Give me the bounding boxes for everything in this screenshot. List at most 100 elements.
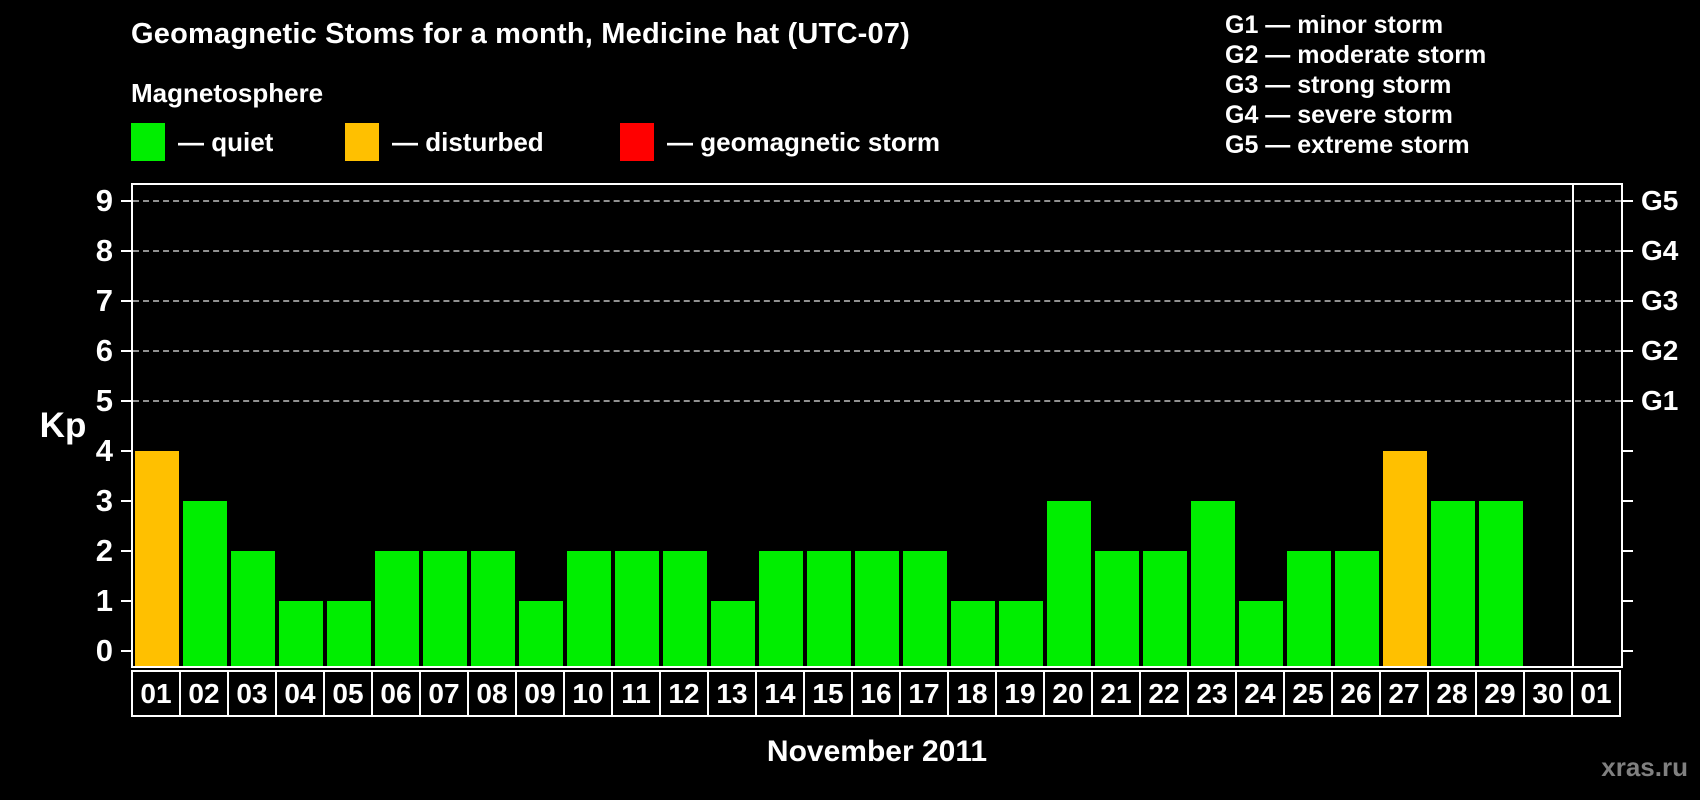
bar-day-11 xyxy=(615,551,659,666)
watermark: xras.ru xyxy=(1601,752,1688,782)
bar-day-20 xyxy=(1047,501,1091,666)
gridline-kp-9 xyxy=(133,200,1621,202)
bar-day-07 xyxy=(423,551,467,666)
day-label-30: 30 xyxy=(1523,670,1573,717)
day-label-19: 19 xyxy=(995,670,1045,717)
g-legend-line-5: G5 — extreme storm xyxy=(1225,131,1470,159)
disturbed-swatch-icon xyxy=(345,123,379,161)
g-level-label-G3: G3 xyxy=(1641,285,1679,316)
bar-day-22 xyxy=(1143,551,1187,666)
plot-area xyxy=(131,183,1623,668)
day-label-25: 25 xyxy=(1283,670,1333,717)
day-label-26: 26 xyxy=(1331,670,1381,717)
g-legend-line-3: G3 — strong storm xyxy=(1225,71,1452,99)
y-tick-right-5 xyxy=(1623,400,1633,402)
gridline-kp-7 xyxy=(133,300,1621,302)
day-label-10: 10 xyxy=(563,670,613,717)
g-scale-legend: G1 — minor storm G2 — moderate storm G3 — … xyxy=(1225,10,1486,160)
bar-day-14 xyxy=(759,551,803,666)
y-tick-label-4: 4 xyxy=(95,433,113,468)
y-tick-label-8: 8 xyxy=(95,233,113,268)
bar-day-29 xyxy=(1479,501,1523,666)
y-tick-label-1: 1 xyxy=(95,583,113,618)
kp-axis-title: Kp xyxy=(39,406,87,445)
y-tick-right-6 xyxy=(1623,350,1633,352)
bar-day-02 xyxy=(183,501,227,666)
bar-day-17 xyxy=(903,551,947,666)
day-label-20: 20 xyxy=(1043,670,1093,717)
y-tick-right-2 xyxy=(1623,550,1633,552)
bar-day-08 xyxy=(471,551,515,666)
y-tick-right-7 xyxy=(1623,300,1633,302)
y-tick-label-7: 7 xyxy=(95,283,113,318)
bar-day-19 xyxy=(999,601,1043,666)
y-tick-label-3: 3 xyxy=(95,483,113,518)
day-label-07: 07 xyxy=(419,670,469,717)
day-label-13: 13 xyxy=(707,670,757,717)
day-label-08: 08 xyxy=(467,670,517,717)
chart-title: Geomagnetic Stoms for a month, Medicine … xyxy=(131,18,910,50)
bar-day-03 xyxy=(231,551,275,666)
gridline-kp-5 xyxy=(133,400,1621,402)
y-tick-left-7 xyxy=(121,300,131,302)
y-tick-left-3 xyxy=(121,500,131,502)
day-label-21: 21 xyxy=(1091,670,1141,717)
storm-swatch-icon xyxy=(620,123,654,161)
magnetosphere-label: Magnetosphere xyxy=(131,78,324,108)
day-label-14: 14 xyxy=(755,670,805,717)
y-tick-label-9: 9 xyxy=(95,183,113,218)
bar-day-23 xyxy=(1191,501,1235,666)
g-legend-line-1: G1 — minor storm xyxy=(1225,11,1444,39)
day-label-24: 24 xyxy=(1235,670,1285,717)
bar-day-01 xyxy=(135,451,179,666)
day-label-04: 04 xyxy=(275,670,325,717)
day-label-05: 05 xyxy=(323,670,373,717)
bar-day-25 xyxy=(1287,551,1331,666)
gridline-kp-6 xyxy=(133,350,1621,352)
legend-label-quiet: — quiet xyxy=(178,126,274,157)
y-tick-label-5: 5 xyxy=(95,383,113,418)
bar-day-15 xyxy=(807,551,851,666)
day-label-16: 16 xyxy=(851,670,901,717)
day-label-29: 29 xyxy=(1475,670,1525,717)
y-tick-left-5 xyxy=(121,400,131,402)
day-label-23: 23 xyxy=(1187,670,1237,717)
y-tick-left-2 xyxy=(121,550,131,552)
g-level-label-G5: G5 xyxy=(1641,185,1679,216)
y-tick-left-8 xyxy=(121,250,131,252)
y-tick-label-0: 0 xyxy=(95,633,113,668)
y-tick-right-0 xyxy=(1623,650,1633,652)
bar-day-27 xyxy=(1383,451,1427,666)
bar-day-10 xyxy=(567,551,611,666)
y-tick-left-4 xyxy=(121,450,131,452)
day-label-28: 28 xyxy=(1427,670,1477,717)
g-legend-line-2: G2 — moderate storm xyxy=(1225,41,1487,69)
y-tick-right-9 xyxy=(1623,200,1633,202)
day-label-12: 12 xyxy=(659,670,709,717)
g-level-label-G2: G2 xyxy=(1641,335,1679,366)
y-tick-right-4 xyxy=(1623,450,1633,452)
bar-day-13 xyxy=(711,601,755,666)
legend-label-disturbed: — disturbed xyxy=(392,126,544,157)
bar-day-16 xyxy=(855,551,899,666)
bar-day-06 xyxy=(375,551,419,666)
bar-day-12 xyxy=(663,551,707,666)
y-tick-label-2: 2 xyxy=(95,533,113,568)
bar-day-26 xyxy=(1335,551,1379,666)
day-label-09: 09 xyxy=(515,670,565,717)
legend-item-quiet: — quiet xyxy=(131,122,273,162)
bar-day-18 xyxy=(951,601,995,666)
g-legend-line-4: G4 — severe storm xyxy=(1225,101,1453,129)
day-label-01: 01 xyxy=(131,670,181,717)
legend-label-storm: — geomagnetic storm xyxy=(667,126,941,157)
quiet-swatch-icon xyxy=(131,123,165,161)
day-label-02: 02 xyxy=(179,670,229,717)
month-separator-line xyxy=(1572,185,1574,666)
y-tick-right-1 xyxy=(1623,600,1633,602)
day-label-06: 06 xyxy=(371,670,421,717)
y-tick-right-8 xyxy=(1623,250,1633,252)
y-tick-left-0 xyxy=(121,650,131,652)
y-tick-left-1 xyxy=(121,600,131,602)
legend-item-storm: — geomagnetic storm xyxy=(620,122,940,162)
